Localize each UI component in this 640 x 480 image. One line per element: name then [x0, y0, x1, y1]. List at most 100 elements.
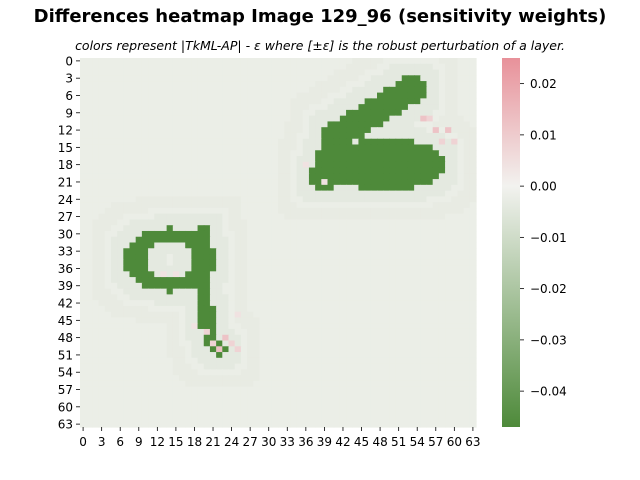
heatmap-cell [457, 271, 465, 278]
heatmap-cell [315, 236, 322, 244]
heatmap-cell [253, 340, 261, 347]
heatmap-cell [203, 392, 211, 399]
heatmap-cell [228, 179, 236, 186]
heatmap-cell [284, 144, 291, 151]
heatmap-cell [247, 352, 254, 359]
heatmap-cell [154, 127, 162, 134]
heatmap-cell [135, 300, 143, 307]
heatmap-cell [148, 415, 155, 422]
heatmap-cell [80, 375, 87, 382]
heatmap-cell [240, 190, 248, 197]
heatmap-cell [135, 138, 143, 146]
heatmap-cell [339, 75, 347, 82]
heatmap-cell [401, 357, 409, 365]
heatmap-cell [271, 127, 279, 134]
heatmap-cell [222, 213, 230, 221]
heatmap-cell [129, 369, 137, 376]
heatmap-cell [265, 230, 273, 238]
heatmap-cell [203, 282, 211, 290]
heatmap-cell [420, 115, 428, 123]
heatmap-cell [302, 282, 310, 290]
heatmap-cell [463, 92, 471, 99]
heatmap-cell [185, 98, 192, 105]
heatmap-cell [228, 311, 236, 319]
heatmap-cell [160, 288, 168, 295]
heatmap-cell [284, 386, 291, 394]
heatmap-cell [407, 196, 415, 203]
heatmap-cell [426, 202, 434, 209]
heatmap-cell [451, 259, 459, 267]
heatmap-cell [278, 86, 285, 94]
heatmap-cell [110, 202, 118, 209]
heatmap-cell [315, 98, 322, 105]
heatmap-cell [247, 109, 254, 117]
heatmap-cell [451, 92, 459, 99]
heatmap-cell [265, 184, 273, 192]
heatmap-cell [197, 81, 205, 88]
heatmap-cell [160, 300, 168, 307]
heatmap-cell [383, 81, 390, 88]
heatmap-cell [377, 184, 384, 192]
heatmap-cell [333, 392, 341, 399]
heatmap-cell [284, 127, 291, 134]
heatmap-cell [377, 58, 384, 65]
heatmap-cell [80, 334, 87, 342]
heatmap-cell [104, 323, 112, 330]
heatmap-cell [315, 409, 322, 417]
heatmap-cell [265, 225, 273, 232]
heatmap-cell [117, 305, 124, 313]
heatmap-cell [117, 161, 124, 169]
heatmap-cell [247, 207, 254, 215]
heatmap-cell [265, 190, 273, 197]
heatmap-cell [271, 317, 279, 324]
heatmap-cell [259, 236, 267, 244]
heatmap-cell [432, 242, 440, 249]
heatmap-cell [308, 300, 316, 307]
heatmap-cell [135, 69, 143, 76]
heatmap-cell [110, 156, 118, 163]
heatmap-cell [383, 363, 390, 370]
heatmap-cell [352, 190, 360, 197]
heatmap-cell [216, 277, 223, 284]
heatmap-cell [110, 415, 118, 422]
heatmap-cell [271, 213, 279, 221]
y-tick-label: 33 [58, 245, 73, 259]
heatmap-cell [185, 340, 192, 347]
heatmap-cell [216, 86, 223, 94]
y-tick-label: 54 [58, 366, 73, 380]
heatmap-cell [166, 138, 174, 146]
heatmap-cell [135, 230, 143, 238]
heatmap-cell [185, 236, 192, 244]
heatmap-cell [240, 346, 248, 353]
heatmap-cell [179, 288, 186, 295]
heatmap-cell [364, 369, 372, 376]
heatmap-cell [278, 190, 285, 197]
heatmap-cell [154, 380, 162, 388]
heatmap-cell [302, 190, 310, 197]
heatmap-cell [457, 375, 465, 382]
heatmap-cell [333, 346, 341, 353]
heatmap-cell [86, 346, 93, 353]
heatmap-cell [389, 161, 397, 169]
heatmap-cell [302, 213, 310, 221]
heatmap-cell [451, 190, 459, 197]
heatmap-cell [110, 127, 118, 134]
heatmap-cell [389, 323, 397, 330]
heatmap-cell [302, 156, 310, 163]
heatmap-cell [358, 254, 366, 261]
heatmap-cell [265, 369, 273, 376]
heatmap-cell [203, 398, 211, 405]
heatmap-cell [457, 352, 465, 359]
heatmap-cell [451, 346, 459, 353]
heatmap-cell [346, 363, 353, 370]
heatmap-cell [80, 115, 87, 123]
heatmap-cell [222, 421, 230, 428]
heatmap-cell [80, 98, 87, 105]
heatmap-cell [364, 375, 372, 382]
heatmap-cell [265, 403, 273, 411]
heatmap-cell [148, 369, 155, 376]
heatmap-cell [352, 144, 360, 151]
heatmap-cell [352, 346, 360, 353]
heatmap-cell [123, 132, 131, 140]
heatmap-cell [327, 86, 335, 94]
